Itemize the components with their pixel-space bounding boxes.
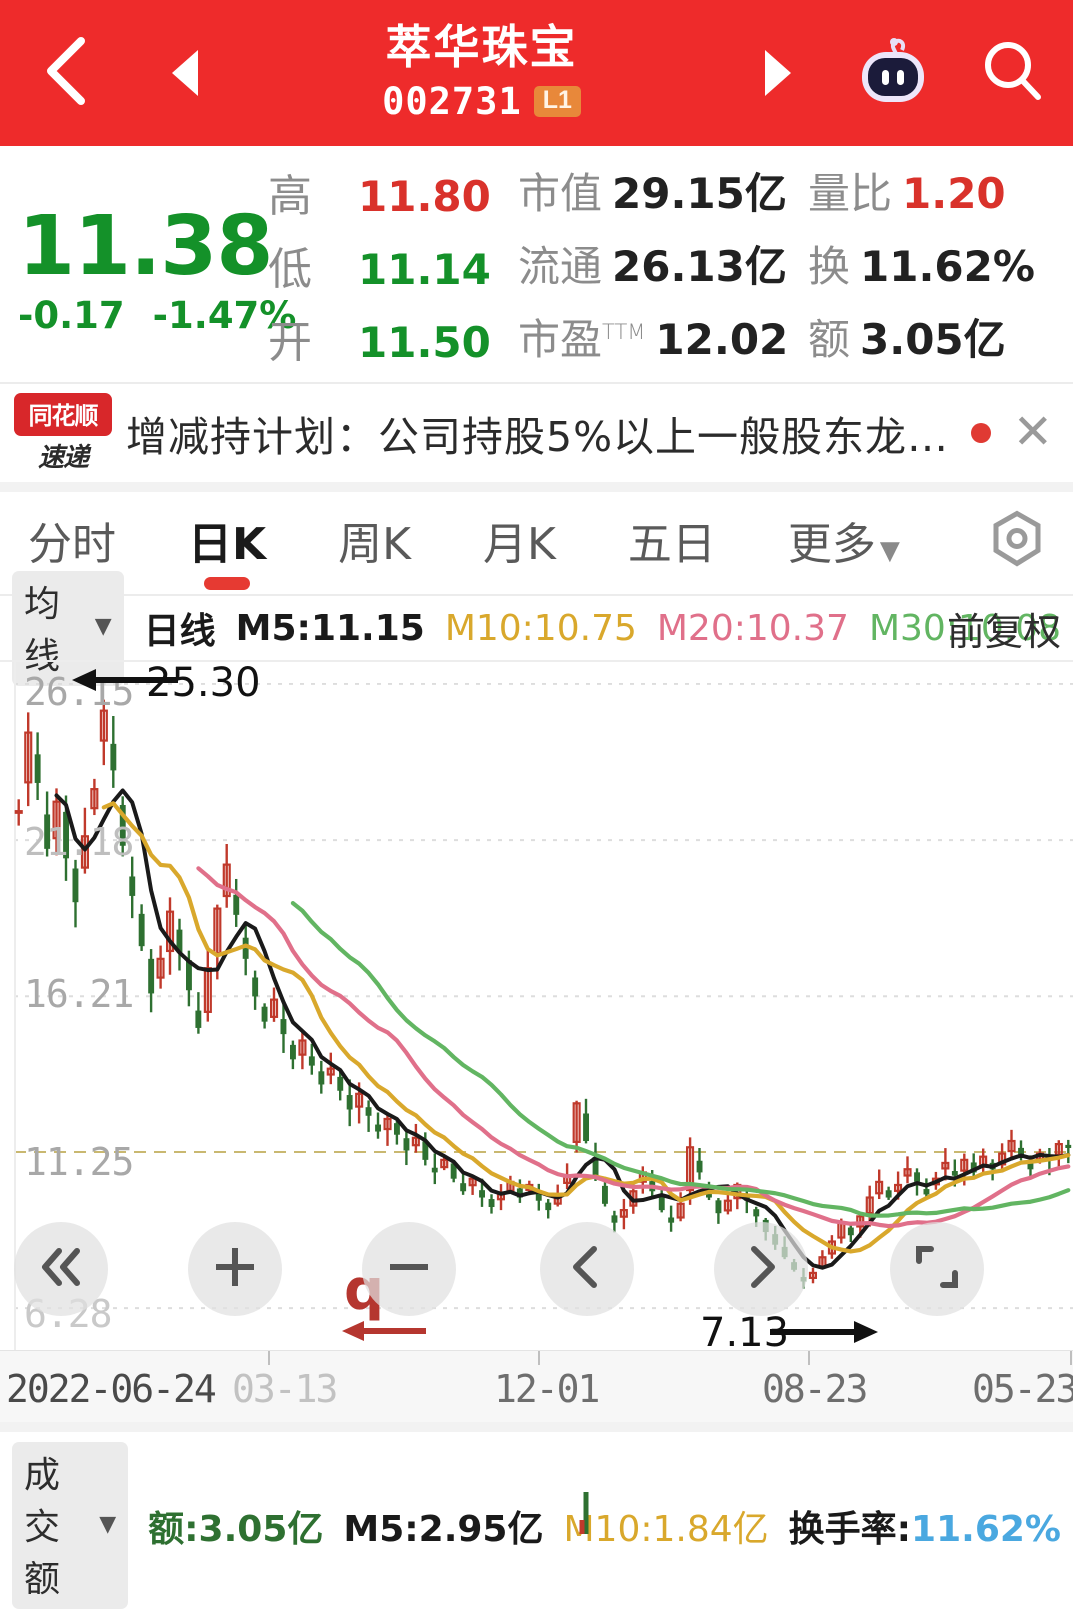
ths-badge-bottom: 速递 xyxy=(37,442,89,473)
high-value: 11.80 xyxy=(358,171,491,221)
ma-selector[interactable]: 均线 ▼ xyxy=(12,570,124,686)
arrow-left-icon xyxy=(342,1321,426,1341)
chevron-down-icon: ▼ xyxy=(879,536,900,566)
open-value: 11.50 xyxy=(358,317,491,367)
price-change: -0.17 xyxy=(18,293,125,337)
float-cap-label: 流通 xyxy=(518,241,603,291)
volume-ratio-label: 量比 xyxy=(808,168,893,218)
chevron-right-icon xyxy=(735,1241,787,1298)
chart-settings-button[interactable] xyxy=(985,509,1049,578)
stock-name: 萃华珠宝 xyxy=(385,19,578,74)
ma-m5: M5:11.15 xyxy=(235,607,425,649)
ma-m20: M20:10.37 xyxy=(656,607,849,649)
capital-column: 市值 29.15亿 流通 26.13亿 市盈TTM 12.02 xyxy=(518,156,808,382)
tab-daily-k[interactable]: 日K xyxy=(188,508,266,578)
chart-x-axis: 2022-06-24 03-13 12-01 08-23 05-23 xyxy=(0,1350,1073,1422)
chevron-left-icon xyxy=(37,35,93,112)
x-axis-tick: 2022-06-24 xyxy=(6,1367,217,1411)
high-label: 高 xyxy=(268,170,312,222)
fullscreen-icon xyxy=(911,1241,963,1298)
adjust-mode-label[interactable]: 前复权 xyxy=(946,609,1061,654)
back-button[interactable] xyxy=(0,35,130,112)
market-cap-label: 市值 xyxy=(518,168,603,218)
chevron-down-icon: ▼ xyxy=(94,614,112,639)
y-axis-tick: 16.21 xyxy=(24,972,134,1016)
chevron-down-icon: ▼ xyxy=(99,1511,117,1537)
ma-period-label: 日线 xyxy=(143,611,216,652)
price-change-percent: -1.47% xyxy=(152,293,297,337)
y-axis-tick: 11.25 xyxy=(24,1140,134,1184)
fullscreen-button[interactable] xyxy=(890,1222,984,1316)
search-button[interactable] xyxy=(953,39,1073,108)
open-label: 开 xyxy=(268,316,312,368)
minus-icon xyxy=(383,1241,435,1298)
scroll-next-button[interactable] xyxy=(714,1222,808,1316)
tab-monthly-k[interactable]: 月K xyxy=(482,519,556,570)
arrow-left-icon xyxy=(72,669,178,691)
pe-label: 市盈TTM xyxy=(518,314,646,364)
chevron-left-icon xyxy=(561,1241,613,1298)
tab-five-day[interactable]: 五日 xyxy=(627,519,716,570)
x-axis-tick: 12-01 xyxy=(494,1367,600,1411)
amount-label: 额 xyxy=(808,314,851,364)
pe-ttm-superscript: TTM xyxy=(602,319,646,344)
zoom-in-button[interactable] xyxy=(188,1222,282,1316)
ths-badge-top: 同花顺 xyxy=(14,392,112,436)
news-headline[interactable]: 增减持计划：公司持股5%以上一般股东龙… xyxy=(126,413,950,461)
level-badge: L1 xyxy=(533,85,581,117)
moving-average-row: 均线 ▼ 日线 M5:11.15 M10:10.75 M20:10.37 M30… xyxy=(0,570,1073,686)
triangle-left-icon xyxy=(172,50,198,96)
stock-code: 002731 xyxy=(382,79,522,123)
candlestick-chart[interactable]: 26.15 21.18 16.21 11.25 6.28 25.30 7.13 … xyxy=(0,660,1073,1356)
high-low-open-column: 高 11.80 低 11.14 开 11.50 xyxy=(268,156,518,382)
quote-panel: 11.38 -0.17 -1.47% 高 11.80 低 11.14 开 11.… xyxy=(0,146,1073,384)
target-settings-icon xyxy=(985,510,1049,577)
ratio-column: 量比 1.20 换 11.62% 额 3.05亿 xyxy=(808,156,1058,382)
ma-selector-label: 均线 xyxy=(24,583,61,677)
tab-weekly-k[interactable]: 周K xyxy=(338,519,411,570)
y-axis-tick: 21.18 xyxy=(24,820,134,864)
low-label: 低 xyxy=(268,243,312,295)
plus-icon xyxy=(209,1241,261,1298)
market-cap-value: 29.15亿 xyxy=(612,168,787,218)
last-price: 11.38 xyxy=(18,198,273,294)
ma-m10: M10:10.75 xyxy=(444,607,637,649)
zoom-out-button[interactable] xyxy=(362,1222,456,1316)
ai-assistant-button[interactable] xyxy=(833,34,953,112)
prev-stock-button[interactable] xyxy=(130,50,240,96)
volume-ratio-value: 1.20 xyxy=(902,168,1006,218)
price-block: 11.38 -0.17 -1.47% xyxy=(0,156,296,382)
volume-panel: 成交额 ▼ 额:3.05亿 M5:2.95亿 M10:1.84亿 换手率:11.… xyxy=(0,1422,1073,1609)
stock-identity[interactable]: 萃华珠宝 002731 L1 xyxy=(240,20,723,127)
chart-period-tabs: 分时 日K 周K 月K 五日 更多 ▼ xyxy=(0,492,1073,596)
ai-robot-icon xyxy=(854,34,932,112)
close-icon[interactable]: ✕ xyxy=(1012,406,1053,459)
chart-canvas xyxy=(14,662,1073,1350)
annotation-peak-price: 25.30 xyxy=(146,660,261,706)
tab-fenshi[interactable]: 分时 xyxy=(28,519,116,570)
double-chevron-left-icon xyxy=(35,1241,87,1298)
search-icon xyxy=(981,39,1045,108)
ths-express-badge: 同花顺 速递 xyxy=(14,392,112,474)
float-cap-value: 26.13亿 xyxy=(612,241,787,291)
scroll-prev-button[interactable] xyxy=(540,1222,634,1316)
news-unread-dot xyxy=(970,423,991,443)
ma-m30: M30:10.08 xyxy=(868,607,1061,649)
news-banner[interactable]: 同花顺 速递 增减持计划：公司持股5%以上一般股东龙… ✕ xyxy=(0,384,1073,492)
volume-bars xyxy=(579,1492,589,1534)
next-stock-button[interactable] xyxy=(723,50,833,96)
app-header: 萃华珠宝 002731 L1 xyxy=(0,0,1073,146)
pe-value: 12.02 xyxy=(655,314,789,364)
x-axis-tick: 03-13 xyxy=(232,1367,338,1411)
tab-more[interactable]: 更多 ▼ xyxy=(787,519,900,570)
turnover-value: 11.62% xyxy=(860,241,1035,291)
triangle-right-icon xyxy=(765,50,791,96)
arrow-right-icon xyxy=(770,1321,878,1343)
rewind-button[interactable] xyxy=(14,1222,108,1316)
low-value: 11.14 xyxy=(358,244,491,294)
turnover-label: 换 xyxy=(808,241,851,291)
x-axis-tick: 05-23 xyxy=(972,1367,1073,1411)
amount-value: 3.05亿 xyxy=(860,314,1006,364)
x-axis-tick: 08-23 xyxy=(762,1367,868,1411)
